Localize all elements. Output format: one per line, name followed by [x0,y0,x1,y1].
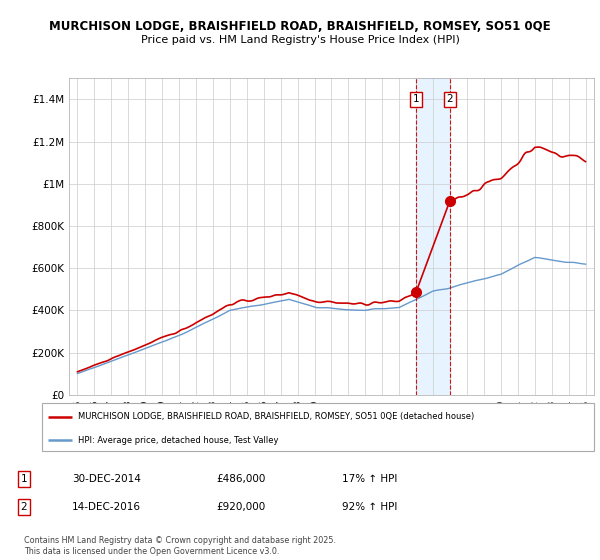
Text: 92% ↑ HPI: 92% ↑ HPI [342,502,397,512]
Text: 14-DEC-2016: 14-DEC-2016 [72,502,141,512]
Text: £920,000: £920,000 [216,502,265,512]
Text: 30-DEC-2014: 30-DEC-2014 [72,474,141,484]
Text: 1: 1 [413,95,419,105]
Text: 2: 2 [20,502,28,512]
Text: £486,000: £486,000 [216,474,265,484]
Text: 2: 2 [446,95,453,105]
Text: HPI: Average price, detached house, Test Valley: HPI: Average price, detached house, Test… [78,436,278,445]
FancyBboxPatch shape [42,403,594,451]
Bar [416,78,450,395]
Text: 17% ↑ HPI: 17% ↑ HPI [342,474,397,484]
Text: Price paid vs. HM Land Registry's House Price Index (HPI): Price paid vs. HM Land Registry's House … [140,35,460,45]
Text: 1: 1 [20,474,28,484]
Text: MURCHISON LODGE, BRAISHFIELD ROAD, BRAISHFIELD, ROMSEY, SO51 0QE: MURCHISON LODGE, BRAISHFIELD ROAD, BRAIS… [49,20,551,32]
Text: Contains HM Land Registry data © Crown copyright and database right 2025.
This d: Contains HM Land Registry data © Crown c… [24,536,336,556]
Text: MURCHISON LODGE, BRAISHFIELD ROAD, BRAISHFIELD, ROMSEY, SO51 0QE (detached house: MURCHISON LODGE, BRAISHFIELD ROAD, BRAIS… [78,412,474,421]
